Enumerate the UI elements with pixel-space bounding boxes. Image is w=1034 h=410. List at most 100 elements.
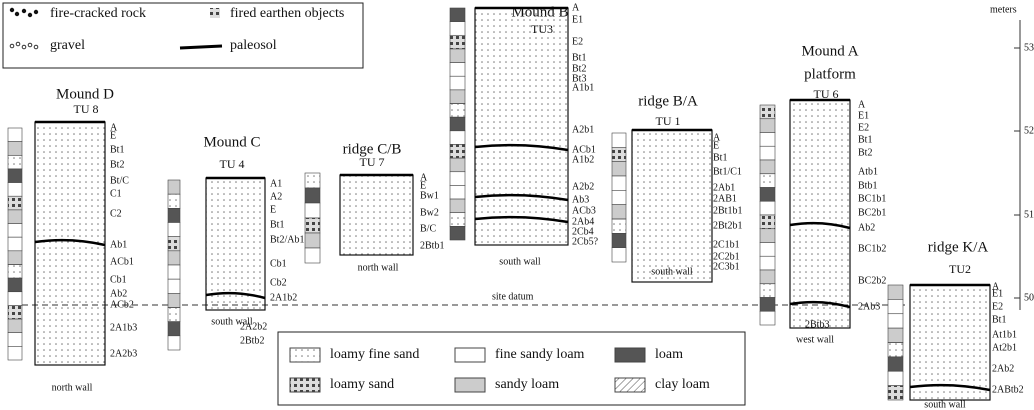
texture-strip [450,213,465,227]
texture-strip [612,219,626,233]
texture-strip [168,223,180,237]
texture-strip [8,169,22,183]
legend-label: loamy fine sand [330,347,419,362]
horizon-label: 2Cb5? [572,236,599,247]
texture-strip [888,357,903,371]
wall-label: south wall [211,316,253,327]
horizon-label: 2A1b3 [110,322,137,333]
texture-strip [8,264,22,278]
texture-strip [450,199,465,213]
horizon-label: A2b2 [572,181,594,192]
legend-label: loamy sand [330,377,394,392]
test-unit: TU 8 [74,102,99,116]
horizon-label: Cb2 [270,277,287,288]
texture-strip [760,256,775,270]
legend-swatch [290,348,320,362]
horizon-label: 2Btb3 [805,319,829,330]
horizon-label: 2Btb1 [420,240,444,251]
texture-strip [612,133,626,147]
texture-strip [8,155,22,169]
horizon-label: A1b1 [572,82,594,93]
texture-strip [760,229,775,243]
horizon-label: Cb1 [110,274,127,285]
horizon-label: Bt1 [270,219,284,230]
profile-wall [475,8,568,245]
horizon-label: A1b2 [572,154,594,165]
horizon-label: 2Btb2 [240,335,264,346]
texture-strip [450,76,465,90]
legend-icon [10,8,14,12]
horizon-label: 2A1b2 [270,292,297,303]
profile-wall [790,100,850,328]
texture-strip [760,243,775,257]
texture-strip [760,201,775,215]
horizon-label: 2Bt2b1 [713,220,742,231]
horizon-label: E [110,130,116,141]
legend-icon [180,46,222,48]
horizon-label: E2 [858,122,869,133]
texture-strip [305,248,320,263]
texture-strip [305,233,320,248]
texture-strip [612,147,626,161]
horizon-label: Btb1 [858,180,877,191]
texture-strip [8,224,22,238]
horizon-label: BC2b1 [858,207,886,218]
horizon-label: 2Ab2 [992,363,1014,374]
texture-strip [168,322,180,336]
wall-label: west wall [796,334,834,345]
scale-label: 51 [1024,209,1034,220]
scale-label: 50 [1024,292,1034,303]
texture-strip [168,336,180,350]
horizon-label: E2 [572,36,583,47]
texture-strip [450,104,465,118]
horizon-label: Bt1 [858,134,872,145]
horizon-label: A2 [270,191,282,202]
horizon-label: ACb3 [572,205,596,216]
horizon-label: BC1b1 [858,193,886,204]
legend-icon [10,44,14,48]
texture-strip [888,285,903,299]
horizon-label: E1 [572,14,583,25]
horizon-label: 2AB1 [713,193,737,204]
texture-strip [888,314,903,328]
texture-strip [305,188,320,203]
legend-icon [28,13,32,17]
texture-strip [8,251,22,265]
texture-strip [450,63,465,77]
texture-strip [760,311,775,325]
horizon-label: B/C [420,223,436,234]
texture-strip [168,208,180,222]
horizon-label: Atb1 [858,166,878,177]
wall-label: south wall [924,399,966,410]
texture-strip [168,251,180,265]
wall-label: south wall [651,266,693,277]
legend-label: loam [655,347,683,362]
datum-label: site datum [492,291,534,302]
texture-strip [760,284,775,298]
horizon-label: A1 [270,178,282,189]
texture-strip [168,293,180,307]
texture-strip [450,185,465,199]
texture-strip [450,144,465,158]
horizon-label: Bt1 [110,144,124,155]
legend-label: fire-cracked rock [50,6,146,21]
legend-icon [28,43,32,47]
legend-swatch [615,378,645,392]
horizon-label: A [858,99,866,110]
texture-strip [8,319,22,333]
legend-icon [22,9,26,13]
legend-icon [34,10,38,14]
texture-strip [305,173,320,188]
texture-strip [760,174,775,188]
test-unit: TU 7 [360,155,385,169]
texture-strip [612,233,626,247]
legend-label: clay loam [655,377,710,392]
texture-strip [8,210,22,224]
legend-icon [210,8,220,18]
scale-label: 52 [1024,125,1034,136]
horizon-label: Bt1 [992,314,1006,325]
horizon-label: Bt2/Ab1 [270,234,304,245]
texture-strip [760,188,775,202]
texture-strip [760,133,775,147]
texture-strip [168,265,180,279]
